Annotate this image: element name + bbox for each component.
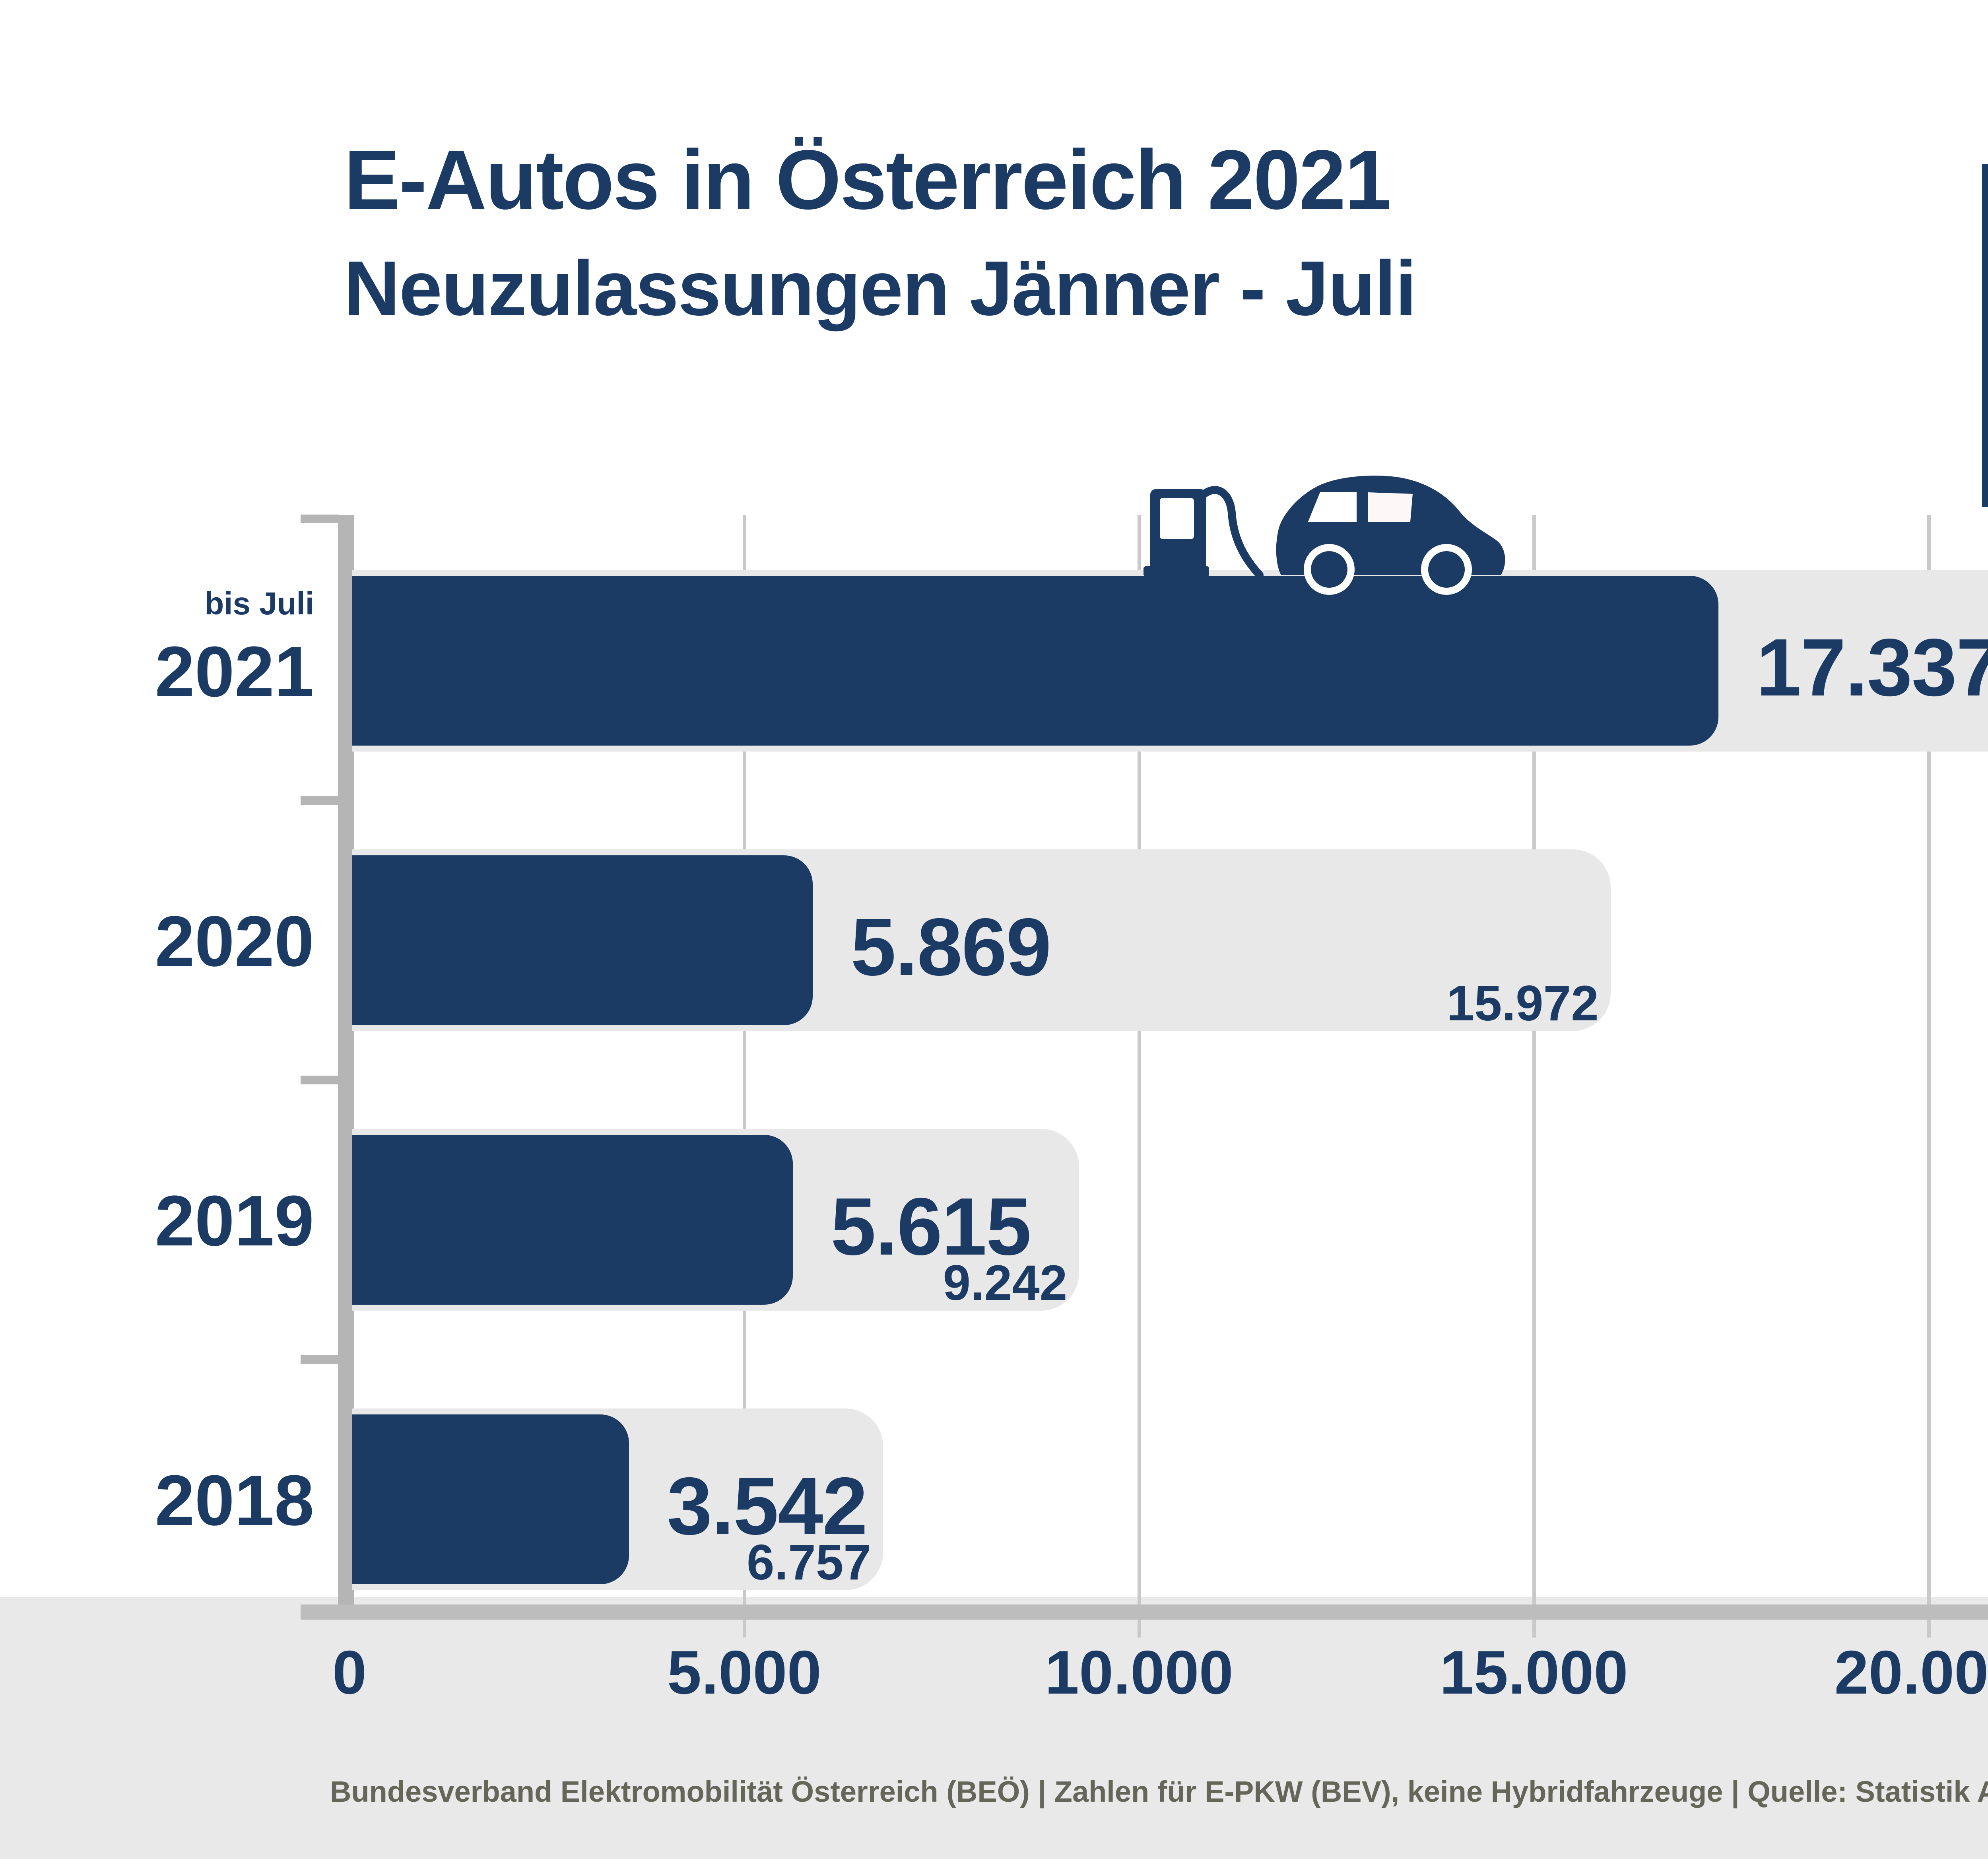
partial-bar xyxy=(352,576,1718,746)
y-axis-tick xyxy=(301,1355,339,1364)
partial-value-label: 5.615 xyxy=(831,1181,1031,1272)
page-subtitle: Neuzulassungen Jänner - Juli xyxy=(344,245,1417,332)
ev-charging-icon xyxy=(1143,476,1505,595)
charging-station-icon xyxy=(1143,489,1209,577)
partial-bar xyxy=(352,1414,629,1584)
bar-row: 2020 5.869 15.972 xyxy=(0,849,1988,1031)
gridline xyxy=(1927,515,1931,1638)
charging-cable-icon xyxy=(1198,486,1264,579)
beo-logo: BEO xyxy=(1982,164,1988,507)
total-value-label: 15.972 xyxy=(1446,976,1599,1031)
year-label: 2019 xyxy=(155,1181,314,1261)
partial-value-label: 17.337 xyxy=(1756,622,1988,713)
total-value-label: 9.242 xyxy=(943,1255,1068,1311)
x-tick-label: 5.000 xyxy=(667,1638,821,1707)
bar-row: 2018 3.542 6.757 xyxy=(0,1408,1988,1590)
gridline xyxy=(1532,515,1536,1638)
partial-value-label: 3.542 xyxy=(667,1461,868,1552)
year-label: 2020 xyxy=(155,901,314,981)
gridline xyxy=(1137,515,1141,1638)
partial-bar xyxy=(352,855,813,1025)
page-title: E-Autos in Österreich 2021 xyxy=(344,132,1392,227)
x-axis-line xyxy=(301,1605,1988,1620)
y-axis-line xyxy=(338,515,354,1619)
x-tick-label: 15.000 xyxy=(1439,1638,1628,1707)
footer-source: Bundesverband Elektromobilität Österreic… xyxy=(330,1775,1988,1808)
footer-band xyxy=(0,1597,1988,1859)
y-axis-tick xyxy=(301,796,339,805)
gridline xyxy=(742,515,746,1638)
bar-row: 2019 5.615 9.242 xyxy=(0,1129,1988,1311)
partial-bar xyxy=(352,1135,793,1305)
year-label: 2018 xyxy=(155,1461,314,1540)
partial-value-label: 5.869 xyxy=(850,901,1051,993)
x-tick-label: 20.000 xyxy=(1834,1638,1988,1707)
y-axis-tick xyxy=(301,515,339,523)
charging-station-window xyxy=(1160,498,1194,539)
car-front-window xyxy=(1308,492,1357,522)
year-label: 2021 xyxy=(155,632,314,712)
bar-note-label: bis Juli xyxy=(204,586,314,621)
x-tick-label: 10.000 xyxy=(1044,1638,1233,1707)
y-axis-tick xyxy=(301,1076,339,1084)
car-icon xyxy=(1276,476,1505,595)
x-tick-label: 0 xyxy=(332,1638,367,1707)
total-value-label: 6.757 xyxy=(746,1535,871,1590)
bar-row: bis Juli 2021 17.337 xyxy=(0,570,1988,752)
car-rear-window xyxy=(1368,492,1413,522)
